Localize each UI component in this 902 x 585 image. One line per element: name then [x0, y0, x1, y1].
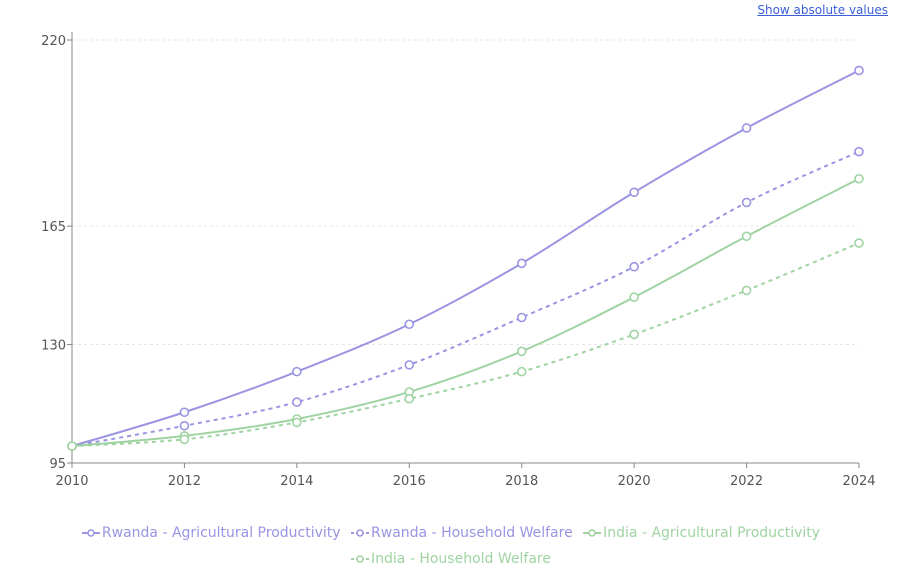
- x-tick-label: 2016: [393, 474, 426, 489]
- x-tick-label: 2018: [505, 474, 538, 489]
- series-line-0: [71, 69, 860, 448]
- legend-marker-icon: [351, 529, 370, 537]
- legend: Rwanda - Agricultural Productivity Rwand…: [0, 520, 902, 572]
- data-point-0: [741, 123, 752, 133]
- data-point-3: [516, 366, 527, 377]
- grid: [72, 39, 859, 346]
- x-tick-label: 2024: [842, 474, 875, 489]
- legend-marker-icon: [81, 529, 100, 537]
- legend-label: Rwanda - Household Welfare: [371, 525, 573, 541]
- data-point-3: [67, 441, 77, 451]
- y-tick-label: 95: [49, 457, 66, 472]
- x-tick-label: 2012: [168, 474, 201, 489]
- axes: 95 130 165 220 2010 2012 2014 2016 2018 2020 2022 2…: [41, 32, 876, 489]
- data-point-0: [854, 65, 864, 76]
- line-chart: 95 130 165 220 2010 2012 2014 2016 2018 2020 2022 2…: [41, 32, 876, 489]
- data-point-3: [292, 417, 302, 428]
- data-point-0: [516, 258, 527, 269]
- data-point-0: [629, 187, 639, 198]
- y-tick-label: 130: [41, 339, 66, 354]
- y-tick-label: 220: [41, 34, 66, 49]
- legend-item-rwanda-agri[interactable]: Rwanda - Agricultural Productivity: [81, 520, 341, 546]
- data-point-1: [741, 197, 752, 208]
- data-point-0: [292, 366, 302, 377]
- data-point-1: [179, 420, 190, 431]
- legend-item-india-welfare[interactable]: India - Household Welfare: [351, 546, 551, 572]
- legend-marker-icon: [351, 555, 370, 563]
- data-point-1: [292, 397, 302, 407]
- data-point-1: [516, 312, 527, 323]
- data-point-1: [404, 360, 415, 370]
- show-absolute-values-link[interactable]: Show absolute values: [757, 3, 888, 17]
- data-point-2: [516, 346, 527, 357]
- data-point-2: [741, 231, 752, 242]
- data-point-1: [629, 261, 639, 272]
- data-point-3: [404, 393, 415, 404]
- data-point-3: [741, 285, 752, 296]
- x-tick-label: 2020: [618, 474, 651, 489]
- data-point-3: [629, 329, 639, 340]
- x-tick-label: 2014: [280, 474, 313, 489]
- series-line-1: [71, 150, 860, 448]
- legend-item-india-agri[interactable]: India - Agricultural Productivity: [583, 520, 820, 546]
- x-tick-label: 2010: [55, 474, 88, 489]
- data-point-0: [404, 319, 415, 330]
- data-point-2: [854, 173, 864, 184]
- legend-row-1: Rwanda - Agricultural Productivity Rwand…: [0, 520, 902, 546]
- data-point-3: [854, 238, 864, 248]
- data-point-2: [629, 292, 639, 302]
- legend-row-2: India - Household Welfare: [0, 546, 902, 572]
- data-point-1: [854, 146, 864, 157]
- data-point-0: [179, 407, 190, 418]
- legend-label: Rwanda - Agricultural Productivity: [101, 525, 341, 541]
- legend-item-rwanda-welfare[interactable]: Rwanda - Household Welfare: [351, 520, 573, 546]
- y-tick-label: 165: [41, 220, 66, 235]
- legend-marker-icon: [583, 529, 602, 537]
- series-line-2: [71, 177, 860, 448]
- legend-label: India - Agricultural Productivity: [603, 525, 821, 541]
- series-layer: [67, 65, 864, 451]
- legend-label: India - Household Welfare: [371, 551, 551, 567]
- data-point-3: [179, 434, 190, 445]
- x-tick-label: 2022: [730, 474, 763, 489]
